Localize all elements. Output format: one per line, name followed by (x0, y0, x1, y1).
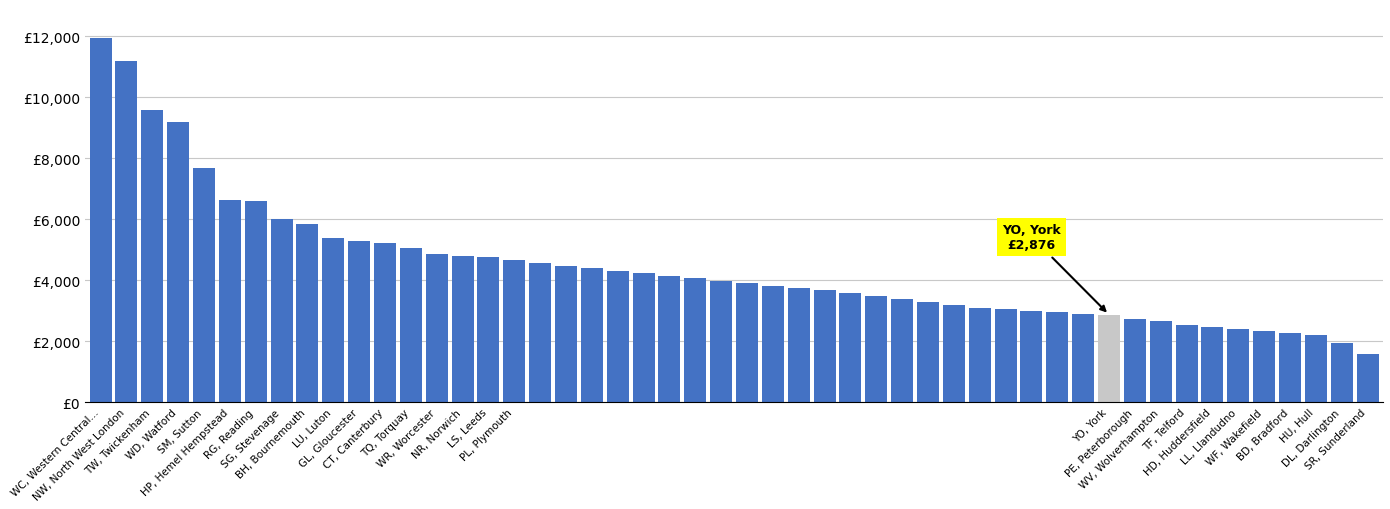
Bar (917, 302, 940, 403)
Bar (1098, 315, 1120, 403)
Bar (1125, 320, 1145, 403)
Bar (710, 281, 733, 403)
Bar (167, 123, 189, 403)
Bar (530, 264, 552, 403)
Bar (866, 296, 887, 403)
Bar (193, 168, 215, 403)
Bar (425, 255, 448, 403)
Bar (555, 267, 577, 403)
Bar (1254, 331, 1275, 403)
Bar (659, 276, 681, 403)
Bar (322, 238, 345, 403)
Bar (271, 220, 293, 403)
Bar (762, 286, 784, 403)
Bar (1279, 333, 1301, 403)
Bar (478, 258, 499, 403)
Bar (995, 309, 1016, 403)
Bar (1227, 330, 1250, 403)
Bar (1305, 335, 1327, 403)
Bar (1357, 355, 1379, 403)
Bar (581, 269, 603, 403)
Bar (1150, 322, 1172, 403)
Bar (813, 290, 835, 403)
Bar (1047, 313, 1069, 403)
Bar (1072, 314, 1094, 403)
Bar (840, 293, 862, 403)
Bar (89, 39, 111, 403)
Bar (632, 274, 655, 403)
Bar (503, 260, 525, 403)
Bar (788, 288, 810, 403)
Bar (218, 200, 240, 403)
Bar (942, 305, 965, 403)
Bar (1330, 343, 1352, 403)
Bar (400, 249, 423, 403)
Bar (452, 257, 474, 403)
Bar (142, 110, 163, 403)
Bar (1020, 311, 1042, 403)
Bar (1176, 326, 1198, 403)
Bar (684, 278, 706, 403)
Text: YO, York
£2,876: YO, York £2,876 (1002, 223, 1105, 312)
Bar (969, 308, 991, 403)
Bar (374, 243, 396, 403)
Bar (245, 202, 267, 403)
Bar (1201, 328, 1223, 403)
Bar (296, 224, 318, 403)
Bar (115, 62, 138, 403)
Bar (607, 271, 628, 403)
Bar (737, 284, 758, 403)
Bar (891, 299, 913, 403)
Bar (348, 241, 370, 403)
